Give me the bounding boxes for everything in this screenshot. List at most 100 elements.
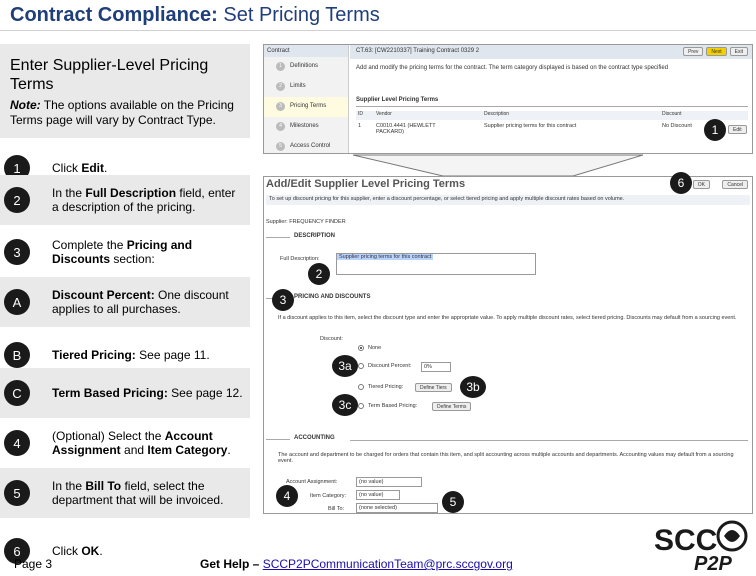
edit-title: Add/Edit Supplier Level Pricing Terms: [266, 178, 466, 190]
discount-percent-label: Discount Percent:: [368, 363, 412, 369]
step-4: 4 (Optional) Select the Account Assignmen…: [0, 418, 250, 468]
pricing-section-header: PRICING AND DISCOUNTS: [265, 294, 371, 300]
term-pricing-radio[interactable]: [358, 403, 364, 409]
edit-instruction: To set up discount pricing for this supp…: [266, 195, 750, 205]
step-number-badge: 2: [4, 187, 30, 213]
callout-3: 3: [272, 289, 294, 311]
help-email-link[interactable]: SCCP2PCommunicationTeam@prc.sccgov.org: [262, 557, 513, 571]
step-c: C Term Based Pricing: See page 12.: [0, 368, 250, 418]
contract-title: CT.63: [CW2210337] Training Contract 032…: [356, 48, 480, 54]
step-number-badge: 4: [4, 430, 30, 456]
col-discount: Discount: [662, 111, 682, 117]
account-assignment-select[interactable]: (no value): [356, 477, 422, 487]
discount-percent-input[interactable]: 0%: [421, 362, 451, 372]
callout-3a: 3a: [332, 355, 358, 377]
step-text: (Optional) Select the Account Assignment…: [52, 429, 231, 457]
step-5: 5 In the Bill To field, select the depart…: [0, 468, 250, 518]
description-section-header: DESCRIPTION: [265, 233, 336, 239]
section-note: Note: The options available on the Prici…: [10, 98, 234, 127]
step-number-badge: B: [4, 342, 30, 368]
supplier-label: Supplier: FREQUENCY FINDER: [266, 219, 346, 225]
col-vendor: Vendor: [376, 111, 392, 117]
col-id: ID: [358, 111, 363, 117]
full-description-label: Full Description:: [280, 256, 320, 262]
accounting-instruction: The account and department to be charged…: [278, 452, 734, 464]
bill-to-select[interactable]: (none selected): [356, 503, 438, 513]
sidebar-item-limits[interactable]: 2 Limits: [264, 77, 348, 97]
step-text: Discount Percent: One discount applies t…: [52, 288, 229, 316]
item-category-label: Item Category:: [310, 493, 347, 499]
callout-4: 4: [276, 485, 298, 507]
step-number-badge: 6: [4, 538, 30, 564]
title-divider: [0, 30, 756, 31]
full-description-field[interactable]: Supplier pricing terms for this contract: [336, 253, 536, 275]
edit-header: Add/Edit Supplier Level Pricing Terms OK…: [264, 177, 752, 193]
page-title: Contract Compliance: Set Pricing Terms: [10, 4, 380, 26]
callout-2: 2: [308, 263, 330, 285]
scc-p2p-logo: SCC P2P: [654, 520, 748, 572]
step-number-badge: 5: [4, 480, 30, 506]
step-a: A Discount Percent: One discount applies …: [0, 277, 250, 327]
edit-button[interactable]: Edit: [728, 125, 747, 134]
callout-5: 5: [442, 491, 464, 513]
svg-text:SCC: SCC: [654, 524, 717, 557]
step-2: 2 In the Full Description field, enter a …: [0, 175, 250, 225]
tiered-pricing-label: Tiered Pricing:: [368, 384, 404, 390]
sidebar-item-definitions[interactable]: 1 Definitions: [264, 57, 348, 77]
pricing-description: Add and modify the pricing terms for the…: [356, 65, 669, 71]
item-category-select[interactable]: (no value): [356, 490, 400, 500]
bill-to-label: Bill To:: [328, 506, 345, 512]
col-description: Description: [484, 111, 510, 117]
term-pricing-label: Term Based Pricing:: [368, 403, 418, 409]
define-tiers-button[interactable]: Define Tiers: [415, 383, 452, 392]
callout-3c: 3c: [332, 394, 358, 416]
page-header: Contract Compliance: Set Pricing Terms: [0, 0, 756, 30]
contract-pricing-screenshot: Contract 1 Definitions 2 Limits 3 Pricing Ter…: [263, 44, 753, 154]
row-vendor: C0010.4441 (HEWLETT PACKARD): [376, 123, 436, 135]
step-text: Tiered Pricing: See page 11.: [52, 348, 210, 362]
step-text: In the Full Description field, enter a d…: [52, 186, 236, 214]
cancel-button[interactable]: Cancel: [722, 180, 748, 189]
full-description-value: Supplier pricing terms for this contract: [337, 254, 434, 260]
accounting-divider: [350, 440, 748, 441]
callout-3b: 3b: [460, 376, 486, 398]
row-id: 1: [358, 123, 362, 129]
tiered-pricing-radio[interactable]: [358, 384, 364, 390]
step-number-badge: C: [4, 380, 30, 406]
step-1: 1 Click Edit.: [0, 143, 250, 193]
row-description: Supplier pricing terms for this contract: [484, 123, 577, 129]
sidebar-item-access-control[interactable]: 5 Access Control: [264, 137, 348, 153]
next-button[interactable]: Next: [706, 47, 727, 56]
prev-button[interactable]: Prev: [683, 47, 704, 56]
svg-text:P2P: P2P: [694, 553, 732, 572]
page-number: Page 3: [14, 557, 53, 571]
step-6: 6 Click OK.: [0, 526, 250, 576]
sidebar-item-pricing-terms[interactable]: 3 Pricing Terms: [264, 97, 348, 117]
discount-none-radio[interactable]: [358, 345, 364, 351]
table-row: 1 C0010.4441 (HEWLETT PACKARD) Supplier …: [356, 123, 748, 139]
step-text: Click OK.: [52, 544, 103, 558]
edit-pricing-screenshot: Add/Edit Supplier Level Pricing Terms OK…: [263, 176, 753, 514]
accounting-section-header: ACCOUNTING: [266, 435, 335, 441]
step-text: Term Based Pricing: See page 12.: [52, 386, 243, 400]
step-number-badge: A: [4, 289, 30, 315]
callout-1: 1: [704, 119, 726, 141]
step-3: 3 Complete the Pricing and Discounts sect…: [0, 227, 250, 277]
pricing-table-header: ID Vendor Description Discount: [356, 111, 748, 120]
ok-button[interactable]: OK: [692, 180, 710, 189]
discount-percent-radio[interactable]: [358, 363, 364, 369]
define-terms-button[interactable]: Define Terms: [432, 402, 472, 411]
sidebar-item-milestones[interactable]: 4 Milestones: [264, 117, 348, 137]
contract-sidebar: Contract 1 Definitions 2 Limits 3 Pricing Ter…: [264, 45, 349, 153]
step-b: B Tiered Pricing: See page 11.: [0, 330, 250, 380]
callout-6: 6: [670, 172, 692, 194]
help-line: Get Help – SCCP2PCommunicationTeam@prc.s…: [200, 557, 513, 571]
exit-button[interactable]: Exit: [729, 47, 748, 56]
pricing-section-title: Supplier Level Pricing Terms: [356, 97, 748, 107]
discount-none-label: None: [368, 345, 382, 351]
account-assignment-label: Account Assignment:: [286, 479, 338, 485]
section-header: Enter Supplier-Level Pricing Terms Note:…: [0, 44, 250, 138]
pricing-instruction: If a discount applies to this item, sele…: [278, 315, 737, 321]
discount-label: Discount:: [320, 336, 343, 342]
step-number-badge: 3: [4, 239, 30, 265]
